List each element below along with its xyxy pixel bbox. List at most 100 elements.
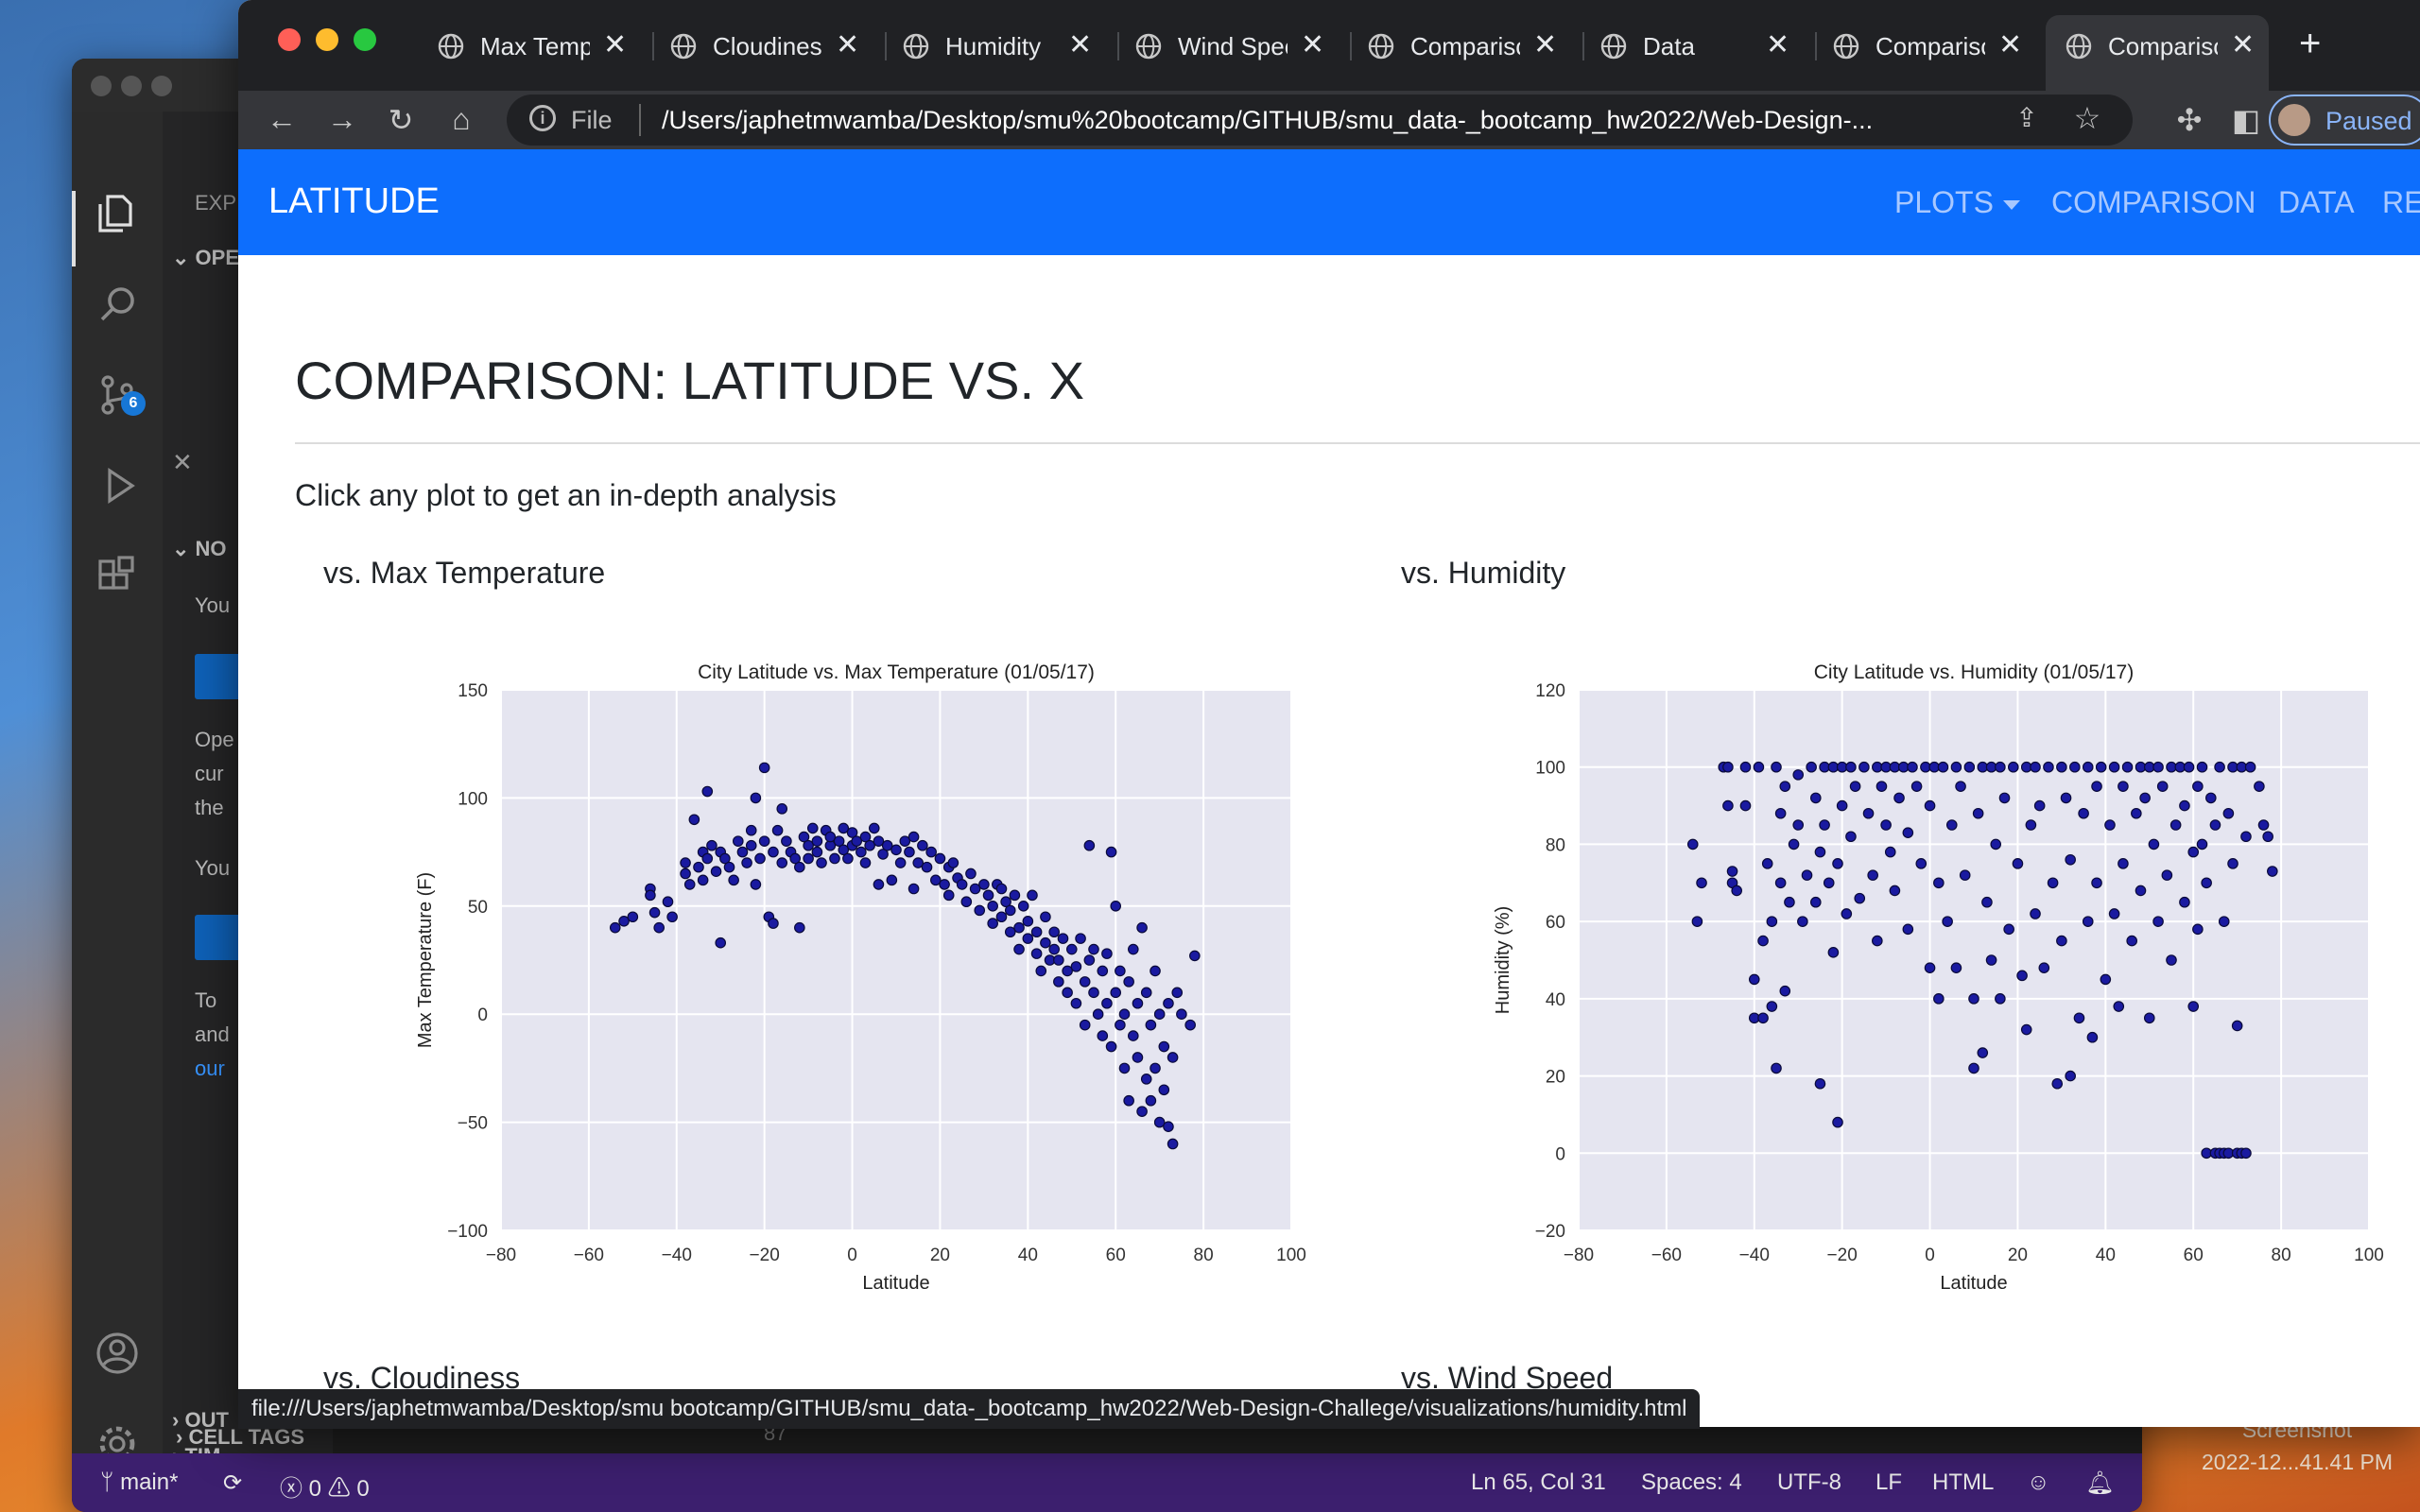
tab-close-icon[interactable]: ✕	[1301, 29, 1325, 60]
back-arrow-icon[interactable]: ←	[267, 102, 297, 136]
data-point	[2051, 1077, 2064, 1090]
run-debug-icon[interactable]	[95, 463, 140, 508]
zoom-window-dot[interactable]	[354, 28, 376, 51]
encoding-status[interactable]: UTF-8	[1777, 1469, 1841, 1495]
sidebar-link[interactable]: our	[195, 1057, 225, 1080]
browser-tab[interactable]: Compariso ✕	[1832, 19, 2031, 72]
globe-icon	[670, 33, 697, 60]
data-point	[645, 889, 656, 902]
feedback-icon[interactable]: ☺	[2027, 1469, 2050, 1495]
tab-close-icon[interactable]: ✕	[2231, 29, 2256, 60]
plot-title-humidity[interactable]: vs. Humidity	[1401, 556, 1566, 590]
data-point	[1022, 933, 1034, 944]
data-point	[2152, 761, 2164, 773]
new-tab-button[interactable]: +	[2299, 23, 2322, 64]
branch-status[interactable]: ᛘ main*	[100, 1469, 178, 1496]
nav-comparison[interactable]: COMPARISON	[2051, 185, 2256, 219]
account-icon[interactable]	[95, 1331, 140, 1376]
home-icon[interactable]: ⌂	[452, 102, 471, 136]
data-point	[1792, 769, 1805, 781]
data-point	[960, 896, 973, 908]
data-point	[1722, 799, 1734, 812]
side-panel-icon[interactable]: ◧	[2231, 103, 2261, 137]
vscode-close-dot[interactable]	[91, 76, 112, 96]
data-point	[846, 827, 858, 838]
cursor-position[interactable]: Ln 65, Col 31	[1471, 1469, 1606, 1495]
nav-data[interactable]: DATA	[2278, 185, 2355, 219]
minimize-window-dot[interactable]	[316, 28, 338, 51]
data-point	[1933, 877, 1945, 889]
extensions-icon[interactable]	[95, 554, 140, 599]
navbar-brand[interactable]: LATITUDE	[268, 181, 440, 221]
reload-icon[interactable]: ↻	[388, 103, 414, 137]
url-text[interactable]: /Users/japhetmwamba/Desktop/smu%20bootca…	[662, 106, 1874, 134]
data-point	[781, 835, 792, 847]
tab-close-icon[interactable]: ✕	[1068, 29, 1093, 60]
notification-bell-icon[interactable]: 🔔︎	[2085, 1470, 2115, 1496]
browser-tab[interactable]: Compariso ✕	[2065, 19, 2263, 72]
tab-close-icon[interactable]: ✕	[836, 29, 860, 60]
problems-status[interactable]: ⓧ 0 ⚠ 0	[280, 1469, 370, 1503]
bookmark-star-icon[interactable]: ☆	[2073, 101, 2101, 135]
data-point	[1163, 1121, 1174, 1132]
heading-divider	[295, 442, 2420, 444]
vscode-minimize-dot[interactable]	[121, 76, 142, 96]
tab-close-icon[interactable]: ✕	[1998, 29, 2023, 60]
explorer-icon[interactable]	[95, 191, 140, 236]
browser-tab[interactable]: Humidity ✕	[902, 19, 1100, 72]
data-point	[917, 839, 928, 851]
data-point	[1062, 987, 1073, 999]
data-point	[859, 831, 872, 843]
tab-close-icon[interactable]: ✕	[1533, 29, 1558, 60]
chevron-down-icon: ⌄	[172, 537, 196, 560]
plot-title-max-temperature[interactable]: vs. Max Temperature	[323, 556, 606, 590]
nav-plots-dropdown[interactable]: PLOTS	[1894, 185, 2020, 220]
close-icon[interactable]: ✕	[172, 448, 193, 476]
data-point	[1985, 954, 1997, 966]
browser-tab[interactable]: Max Temp ✕	[437, 19, 635, 72]
data-point	[1731, 885, 1742, 897]
browser-tab[interactable]: Cloudines ✕	[669, 19, 868, 72]
data-point	[1127, 1030, 1139, 1041]
nav-truncated[interactable]: RE	[2382, 185, 2420, 219]
data-point	[2169, 819, 2182, 831]
data-point	[2227, 858, 2238, 869]
outline-section[interactable]: › OUT	[172, 1408, 229, 1433]
data-point	[776, 857, 788, 868]
tab-close-icon[interactable]: ✕	[603, 29, 628, 60]
data-point	[1070, 961, 1082, 972]
sync-icon[interactable]: ⟳	[223, 1470, 243, 1496]
site-info-icon[interactable]: i	[529, 105, 556, 131]
tab-close-icon[interactable]: ✕	[1766, 29, 1790, 60]
indentation-status[interactable]: Spaces: 4	[1641, 1469, 1742, 1495]
source-control-icon[interactable]	[95, 372, 140, 418]
eol-status[interactable]: LF	[1876, 1469, 1903, 1495]
data-point	[1145, 1094, 1157, 1107]
address-bar[interactable]: i File /Users/japhetmwamba/Desktop/smu%2…	[507, 94, 2133, 146]
profile-button[interactable]: Paused	[2269, 94, 2420, 146]
data-point	[1809, 896, 1822, 908]
x-tick-label: −40	[662, 1246, 692, 1265]
browser-tab[interactable]: Wind Spee ✕	[1134, 19, 1333, 72]
share-icon[interactable]: ⇪	[2015, 103, 2038, 132]
close-window-dot[interactable]	[278, 28, 301, 51]
language-status[interactable]: HTML	[1932, 1469, 1995, 1495]
data-point	[693, 861, 704, 873]
extensions-puzzle-icon[interactable]: ✣	[2176, 103, 2203, 137]
notebook-section[interactable]: ⌄ NO	[172, 537, 227, 561]
data-point	[929, 874, 942, 886]
search-icon[interactable]	[95, 282, 140, 327]
browser-tab[interactable]: Compariso ✕	[1367, 19, 1565, 72]
forward-arrow-icon[interactable]: →	[327, 102, 357, 136]
vscode-zoom-dot[interactable]	[151, 76, 172, 96]
data-point	[1823, 877, 1835, 889]
cell-tags-section[interactable]: › CELL TAGS	[176, 1425, 304, 1450]
humidity-chart[interactable]: −80 −60 −40 −20 0 20 40 60 80 100 −20 0 20 40 60 80 100 1…	[1439, 622, 2384, 1427]
max-temperature-chart[interactable]: −80 −60 −40 −20 0 20 40 60 80 100 −100 −50 0 50 100 150…	[361, 622, 1306, 1427]
chart-title: City Latitude vs. Max Temperature (01/05…	[698, 662, 1095, 683]
data-point	[1761, 858, 1773, 869]
browser-tab[interactable]: Data ✕	[1599, 19, 1798, 72]
data-point	[1845, 761, 1857, 773]
x-tick-label: −20	[1827, 1246, 1858, 1265]
open-editors-section[interactable]: ⌄ OPE	[172, 246, 239, 270]
